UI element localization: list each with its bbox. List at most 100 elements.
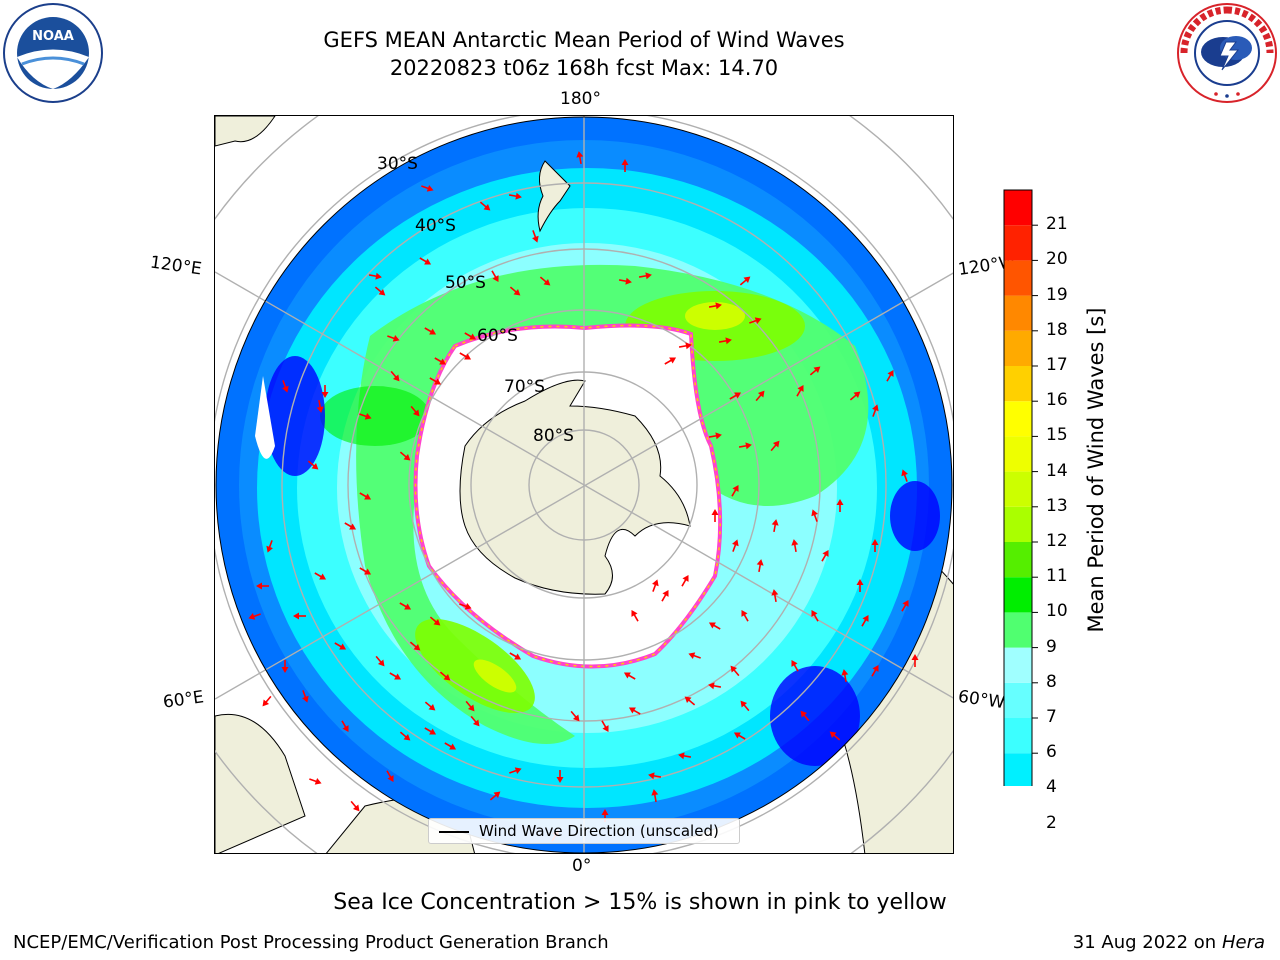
wave-direction-arrow [628,707,641,715]
wave-direction-arrow [470,715,480,727]
wave-direction-arrow [321,385,329,398]
legend-label: Wind Wave Direction (unscaled) [479,822,719,840]
wave-direction-arrow [410,405,420,417]
wave-direction-arrow [375,655,385,667]
colorbar-segment [1004,753,1032,789]
wave-direction-arrow [901,469,908,482]
wave-direction-arrow [708,432,722,440]
wave-direction-arrow [811,509,818,522]
wave-direction-arrow [434,357,447,365]
colorbar-segment [1004,260,1032,296]
wave-direction-arrow [740,700,750,712]
colorbar-tick-label: 4 [1046,777,1057,798]
colorbar-segment [1004,471,1032,507]
wave-direction-arrow [621,159,629,172]
wave-direction-arrow [800,710,810,722]
colorbar-tick-label: 11 [1046,566,1068,587]
wave-direction-arrow [856,579,864,592]
colorbar-tick-label: 13 [1046,495,1068,516]
colorbar-tick-label: 19 [1046,284,1068,305]
wave-direction-arrow [901,599,909,612]
wave-direction-arrow [399,731,411,741]
wave-direction-arrow [316,399,324,413]
wave-direction-arrow [314,572,327,580]
footer-credit: NCEP/EMC/Verification Post Processing Pr… [13,932,609,953]
wave-direction-arrow [678,342,692,350]
colorbar-tick-label: 7 [1046,707,1057,727]
wave-direction-arrow [618,277,632,285]
wave-direction-arrow [374,286,386,296]
wave-direction-arrow [570,710,580,722]
wave-direction-arrow [872,404,879,417]
chart-title: GEFS MEAN Antarctic Mean Period of Wind … [323,28,845,52]
wave-direction-arrow [509,286,521,296]
wave-direction-arrow [359,567,372,575]
colorbar-segment [1004,225,1032,261]
wave-direction-arrow [491,270,499,283]
wave-direction-arrow [770,440,780,452]
colorbar-tick-label: 6 [1046,742,1057,763]
lon-label-60e: 60°E [161,687,206,713]
wave-direction-arrow [439,671,451,681]
footer-date: 31 Aug 2022 on Hera [1073,932,1265,953]
wave-direction-arrow [623,672,636,680]
colorbar-segment [1004,436,1032,472]
wave-direction-arrow [399,602,412,610]
wave-direction-arrow [256,582,269,590]
lat-label-80s: 80°S [533,426,574,446]
wave-direction-arrow [638,272,652,280]
wave-direction-arrow [652,579,659,592]
wave-direction-arrow [266,540,273,553]
wave-direction-arrow [749,317,762,324]
colorbar-tick-label: 17 [1046,355,1068,375]
wave-direction-arrow [421,185,434,192]
footer-machine: Hera [1221,932,1265,953]
wave-direction-arrow [731,484,739,497]
wave-direction-arrow [459,603,472,610]
wave-direction-arrow [911,654,919,667]
wave-direction-arrow [811,609,819,622]
colorbar-segment [1004,401,1032,437]
wave-direction-arrow [359,413,372,420]
wave-direction-arrow [359,492,372,500]
colorbar: 2 4 6 7 8 9 10 11 12 13 14 15 16 17 18 19 20 21 [1000,186,1130,853]
wave-direction-arrow [334,642,347,650]
legend-line-swatch [439,831,469,833]
wave-direction-arrow [733,732,746,740]
wave-direction-arrow [688,652,701,659]
colorbar-tick-label: 9 [1046,636,1057,657]
wave-direction-arrow [729,392,742,400]
wind-wave-arrows [248,151,919,842]
wave-direction-arrow [730,665,740,677]
wave-direction-arrow [601,720,609,733]
wave-direction-arrow [459,352,472,360]
nws-logo [1176,2,1278,104]
colorbar-label: Mean Period of Wind Waves [s] [1084,307,1108,633]
wave-direction-arrow [532,230,539,243]
wave-direction-arrow [708,302,722,310]
wave-direction-arrow [796,384,804,397]
wave-direction-arrow [293,612,306,620]
wave-direction-arrow [771,589,779,603]
wave-direction-arrow [708,682,722,690]
wave-direction-arrow [341,720,349,733]
wave-direction-arrow [771,519,779,533]
wave-direction-arrow [664,357,677,365]
wave-direction-arrow [821,549,829,562]
wave-direction-arrow [429,377,442,385]
wave-direction-arrow [871,664,879,677]
wave-direction-arrow [464,332,477,340]
colorbar-segment [1004,612,1032,648]
wave-direction-arrow [556,770,564,783]
lat-label-70s: 70°S [504,377,545,397]
wave-direction-arrow [732,539,739,552]
wave-direction-arrow [350,800,360,812]
lat-label-30s: 30°S [377,154,418,174]
wave-direction-arrow [708,622,721,630]
antarctic-map: 30°S 40°S 50°S 60°S 70°S 80°S [214,115,954,854]
wave-direction-arrow [836,499,844,512]
colorbar-segment [1004,506,1032,542]
wave-direction-arrow [681,574,689,587]
wave-direction-arrow [684,696,696,706]
colorbar-segment [1004,682,1032,718]
